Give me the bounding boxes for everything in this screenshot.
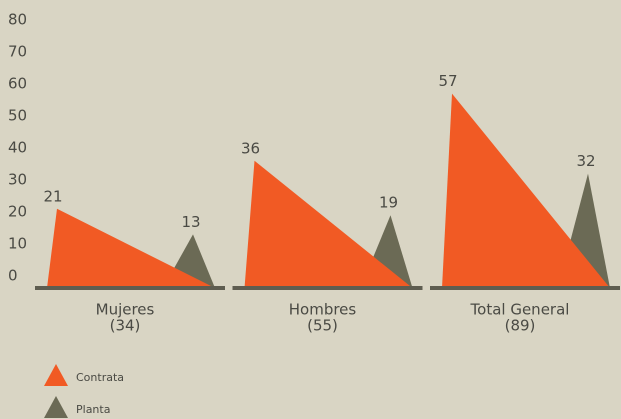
x-tick-note: (55) xyxy=(307,317,338,335)
x-tick-label: Hombres xyxy=(289,301,357,319)
x-tick-note: (89) xyxy=(505,317,536,335)
legend-label: Contrata xyxy=(76,371,124,384)
legend-swatch xyxy=(44,364,68,386)
y-tick-label: 0 xyxy=(8,267,18,285)
data-label: 13 xyxy=(181,213,200,231)
y-tick-label: 50 xyxy=(8,107,27,125)
baseline xyxy=(35,286,225,290)
y-tick-label: 10 xyxy=(8,235,27,253)
y-tick-label: 20 xyxy=(8,203,27,221)
y-tick-label: 30 xyxy=(8,171,27,189)
data-label: 32 xyxy=(576,152,595,170)
baseline xyxy=(430,286,620,290)
x-tick-label: Total General xyxy=(470,301,570,319)
baseline xyxy=(232,286,423,290)
y-tick-label: 60 xyxy=(8,75,27,93)
y-tick-label: 80 xyxy=(8,11,27,29)
data-label: 36 xyxy=(241,139,260,157)
y-tick-label: 40 xyxy=(8,139,27,157)
data-label: 21 xyxy=(43,187,62,205)
data-label: 19 xyxy=(379,194,398,212)
legend-swatch xyxy=(44,396,68,418)
triangle xyxy=(244,160,413,288)
data-label: 57 xyxy=(438,72,457,90)
legend-label: Planta xyxy=(76,403,110,416)
triangle xyxy=(442,93,610,288)
x-tick-label: Mujeres xyxy=(96,301,155,319)
y-tick-label: 70 xyxy=(8,43,27,61)
x-tick-note: (34) xyxy=(110,317,141,335)
triangle xyxy=(47,208,215,288)
